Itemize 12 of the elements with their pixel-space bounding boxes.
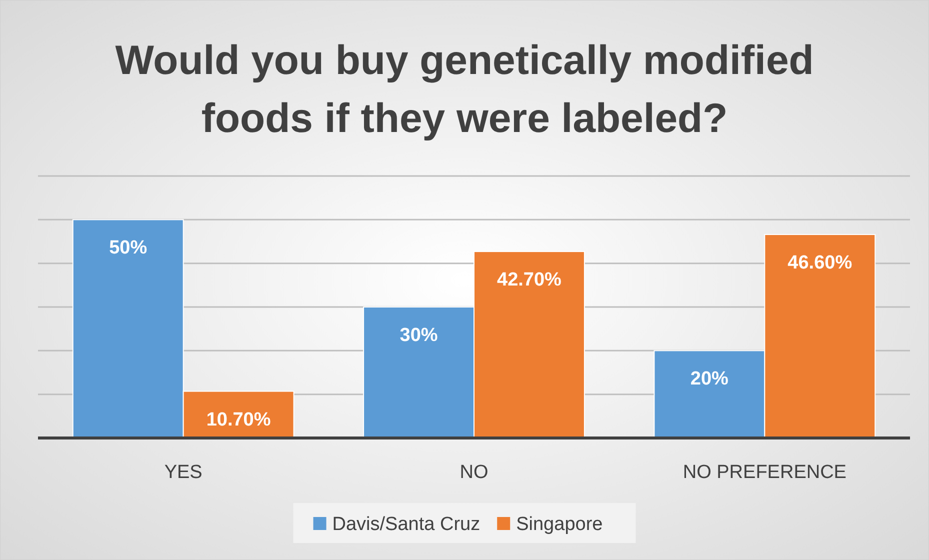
legend-label: Singapore xyxy=(516,514,603,535)
x-tick-label: YES xyxy=(164,462,202,483)
data-label: 42.70% xyxy=(497,270,562,291)
data-label: 20% xyxy=(690,368,729,390)
x-tick-label: NO xyxy=(460,462,488,483)
data-label: 30% xyxy=(400,325,438,346)
chart-title: Would you buy genetically modified foods if they were labeled? xyxy=(115,37,814,141)
data-label: 50% xyxy=(109,238,148,259)
data-label: 46.60% xyxy=(788,252,852,274)
x-tick-label: NO PREFERENCE xyxy=(682,462,846,483)
text: Davis/Santa Cruz xyxy=(332,514,480,535)
data-label: 10.70% xyxy=(206,409,271,430)
